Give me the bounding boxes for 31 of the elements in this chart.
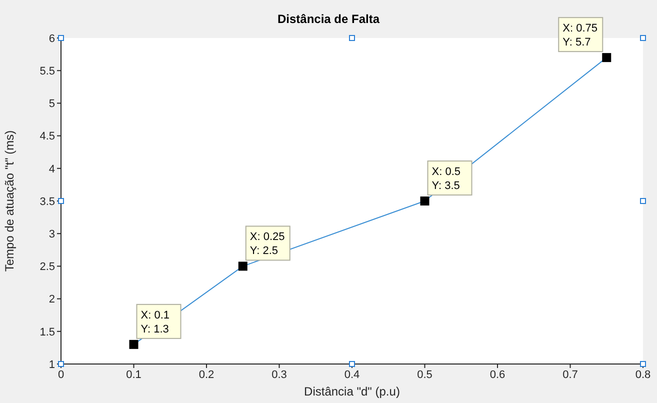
y-tick-label: 4 — [48, 163, 55, 176]
y-tick-label: 2 — [48, 294, 55, 306]
datatip-box: X: 0.5 Y: 3.5 — [427, 160, 472, 196]
y-tick-label: 3 — [48, 228, 55, 241]
y-tick-label: 1 — [48, 358, 55, 371]
chart-title: Distância de Falta — [277, 12, 380, 26]
y-tick-label: 4.5 — [40, 130, 55, 143]
annotation: X: 0.25 Y: 2.5 — [250, 231, 285, 258]
y-tick-label: 6 — [48, 32, 55, 45]
x-tick-label: 0 — [58, 368, 64, 381]
x-tick-label: 0.3 — [272, 368, 287, 381]
datatip-box: X: 0.75 Y: 5.7 — [558, 17, 604, 52]
datatip-box: X: 0.1 Y: 1.3 — [136, 304, 182, 339]
x-tick-label: 0.8 — [635, 368, 651, 381]
x-tick-label: 0.5 — [417, 368, 432, 381]
x-tick-label: 0.4 — [344, 368, 360, 381]
x-tick-label: 0.1 — [126, 368, 142, 381]
y-tick-label: 5.5 — [40, 66, 55, 78]
y-tick-label: 2.5 — [40, 261, 55, 274]
y-tick-label: 5 — [48, 98, 55, 110]
y-tick-label: 3.5 — [40, 196, 55, 208]
x-tick-label: 0.7 — [562, 368, 578, 381]
datatip-box: X: 0.25 Y: 2.5 — [245, 226, 290, 261]
x-axis-title: Distância "d" (p.u) — [304, 384, 400, 399]
annotation: X: 0.1 Y: 1.3 — [140, 309, 170, 336]
x-tick-label: 0.6 — [490, 368, 506, 381]
annotation: X: 0.75 Y: 5.7 — [562, 22, 598, 49]
x-tick-label: 0.2 — [198, 368, 214, 381]
annotation: X: 0.5 Y: 3.5 — [432, 166, 460, 192]
y-tick-label: 1.5 — [40, 326, 55, 338]
y-axis-title: Tempo de atuação "t" (ms) — [2, 130, 16, 272]
